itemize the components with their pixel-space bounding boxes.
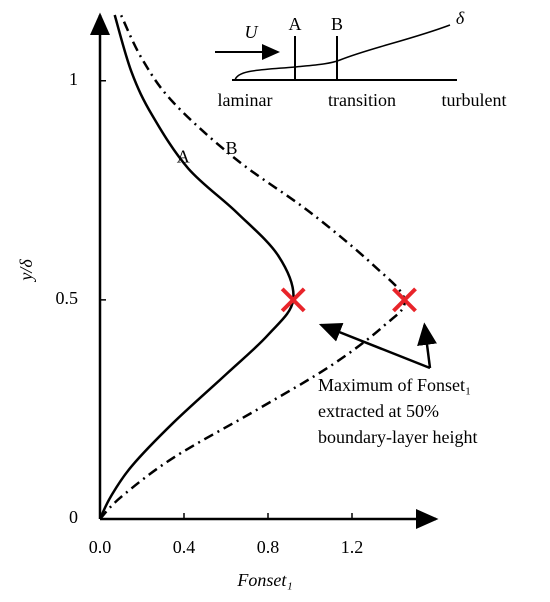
annotation-arrow [417, 322, 437, 369]
inset-velocity: U⃗ [245, 22, 272, 42]
series-label: B [225, 138, 237, 158]
inset-station-label: A [289, 14, 302, 34]
x-tick-label: 0.0 [89, 537, 112, 557]
x-axis-label: Fonset₁ [236, 570, 292, 590]
y-axis-label: y/δ [16, 259, 36, 283]
inset-thickness: δ [456, 8, 465, 28]
inset-layer [234, 24, 451, 81]
inset: U⃗ A B δ laminar transition turbulent [215, 8, 507, 110]
annotation-arrow [318, 322, 431, 370]
inset-station-label: B [331, 14, 343, 34]
annotation-text: Maximum of Fonset₁ [318, 375, 471, 395]
y-tick-label: 1 [69, 69, 78, 89]
max-marker [392, 287, 417, 313]
y-tick-label: 0.5 [56, 288, 79, 308]
inset-region: transition [328, 90, 396, 110]
annotation-text: extracted at 50% [318, 401, 439, 421]
max-marker [280, 287, 306, 313]
y-tick-label: 0 [69, 507, 78, 527]
annotation-text: boundary-layer height [318, 427, 477, 447]
x-tick-label: 0.8 [257, 537, 280, 557]
x-tick-label: 1.2 [341, 537, 364, 557]
inset-region: laminar [218, 90, 273, 110]
x-tick-label: 0.4 [173, 537, 196, 557]
inset-region: turbulent [442, 90, 507, 110]
series-label: A [177, 147, 190, 167]
